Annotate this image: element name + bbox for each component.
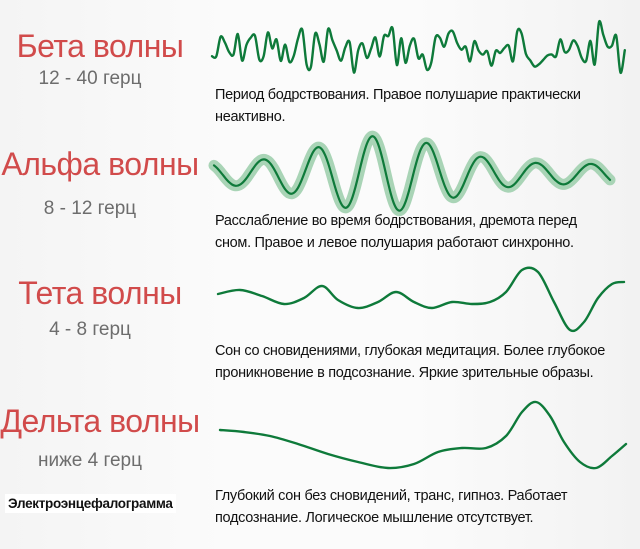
beta-description-line2: неактивно. [215,109,286,125]
delta-description-line1: Глубокий сон без сновидений, транс, гипн… [215,488,568,504]
beta-wave-line [210,19,626,74]
theta-title: Тета волны [18,275,182,311]
beta-description: Период бодрствования. Правое полушарие п… [215,84,635,128]
alpha-wave-graph [208,130,616,217]
theta-description-line2: проникновение в подсознание. Яркие зрите… [215,365,594,381]
beta-frequency: 12 - 40 герц [38,68,142,89]
eeg-label: Электроэнцефалограмма [5,494,176,513]
alpha-description-line2: сном. Правое и левое полушария работают … [215,235,574,251]
beta-title: Бета волны [16,28,184,64]
alpha-frequency: 8 - 12 герц [43,198,137,219]
delta-frequency: ниже 4 герц [37,450,143,471]
theta-wave-graph [216,266,626,333]
delta-description-line2: подсознание. Логическое мышление отсутст… [215,510,534,526]
delta-description: Глубокий сон без сновидений, транс, гипн… [215,485,635,529]
beta-description-line1: Период бодрствования. Правое полушарие п… [215,87,581,103]
theta-frequency: 4 - 8 герц [49,319,131,340]
alpha-title: Альфа волны [1,146,199,182]
theta-description-line1: Сон со сновидениями, глубокая медитация.… [215,343,605,359]
alpha-description: Расслабление во время бодрствования, дре… [215,210,635,254]
delta-wave-line [218,400,628,470]
delta-wave-graph [218,400,628,470]
theta-wave-line [216,266,626,333]
theta-description: Сон со сновидениями, глубокая медитация.… [215,340,635,384]
alpha-wave-line [212,135,612,212]
alpha-description-line1: Расслабление во время бодрствования, дре… [215,213,577,229]
delta-title: Дельта волны [0,403,200,439]
beta-wave-graph [210,19,626,74]
